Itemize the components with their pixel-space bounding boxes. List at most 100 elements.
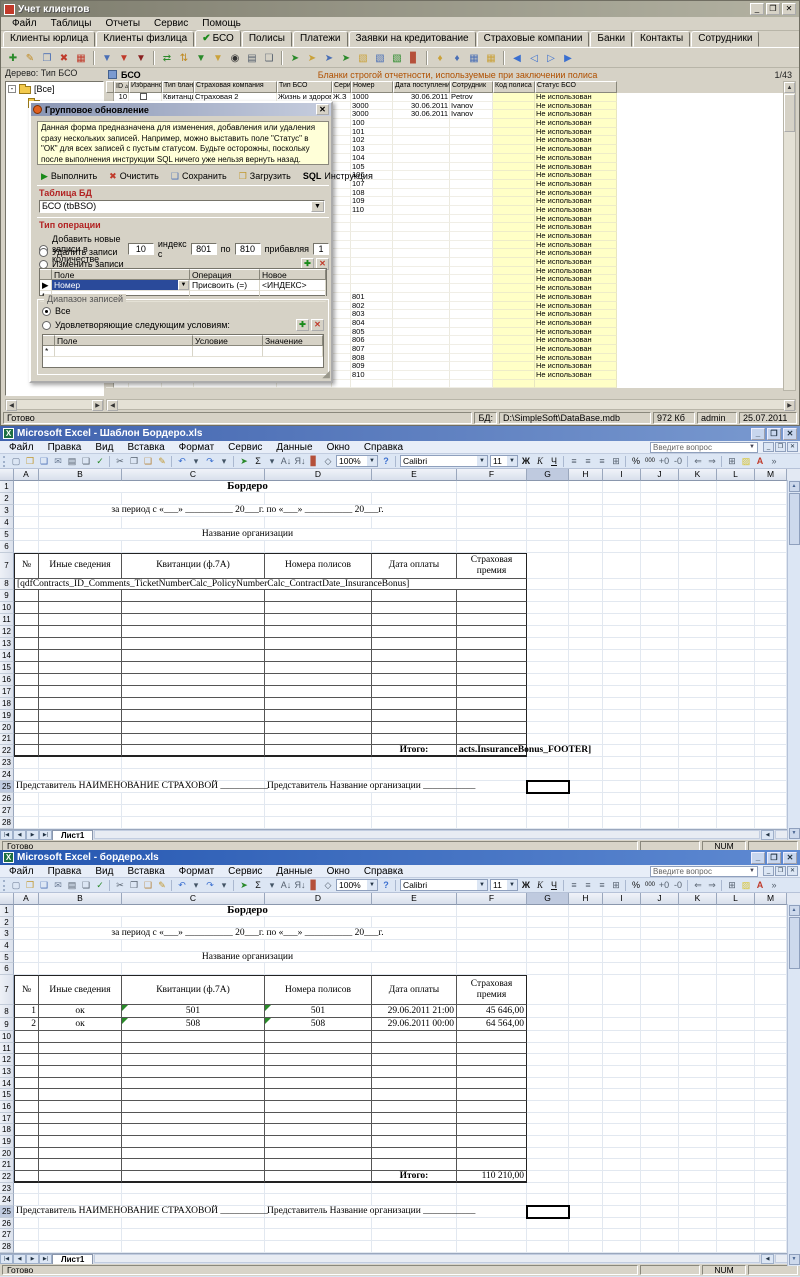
align-right-icon[interactable]: ≡ bbox=[599, 455, 605, 466]
row-header-10[interactable]: 10 bbox=[0, 1031, 14, 1043]
cell-K23[interactable] bbox=[679, 1182, 717, 1195]
cell-G11[interactable] bbox=[527, 1042, 569, 1055]
cell-E13[interactable] bbox=[372, 1066, 457, 1078]
cell-L6[interactable] bbox=[717, 540, 755, 553]
scroll-down-icon[interactable]: ▼ bbox=[788, 828, 800, 839]
resize-grip[interactable]: ◢ bbox=[322, 369, 330, 380]
cell-D28[interactable] bbox=[265, 816, 372, 829]
spelling-icon[interactable]: ✓ bbox=[96, 455, 104, 466]
cell-J25[interactable] bbox=[641, 1206, 679, 1218]
form-view-icon[interactable]: ▦ bbox=[486, 52, 496, 64]
cell-A22[interactable] bbox=[14, 745, 39, 758]
dropdown-arrow-icon[interactable]: ▼ bbox=[311, 201, 324, 212]
cell-B5[interactable]: Название организации bbox=[39, 528, 457, 541]
cell-B24[interactable] bbox=[39, 769, 122, 782]
cell-M5[interactable] bbox=[755, 528, 787, 541]
cell-K21[interactable] bbox=[679, 1159, 717, 1172]
cell-E2[interactable] bbox=[372, 492, 457, 505]
cell-M21[interactable] bbox=[755, 1159, 787, 1172]
cell-J18[interactable] bbox=[641, 697, 679, 710]
cell-J11[interactable] bbox=[641, 614, 679, 627]
restore-button[interactable]: ❐ bbox=[767, 851, 781, 864]
row-header-15[interactable]: 15 bbox=[0, 1089, 14, 1102]
cell-F25[interactable] bbox=[457, 781, 527, 794]
cell-C20[interactable] bbox=[122, 1147, 265, 1160]
decrease-indent-icon[interactable]: ⇐ bbox=[694, 455, 702, 466]
row-header-27[interactable]: 27 bbox=[0, 805, 14, 817]
cell-G13[interactable] bbox=[527, 1066, 569, 1078]
cell-L13[interactable] bbox=[717, 1066, 755, 1078]
cell-D6[interactable] bbox=[265, 540, 372, 553]
cell-D6[interactable] bbox=[265, 963, 372, 976]
cell-B8[interactable]: ок bbox=[39, 1005, 122, 1019]
cell-L16[interactable] bbox=[717, 673, 755, 686]
row-header-3[interactable]: 3 bbox=[0, 504, 14, 517]
dropdown-arrow-icon[interactable]: ▼ bbox=[507, 456, 517, 466]
cell-M25[interactable] bbox=[755, 1206, 787, 1218]
cell-B15[interactable] bbox=[39, 661, 122, 674]
scroll-down-icon[interactable]: ▼ bbox=[788, 1254, 800, 1265]
cell-K26[interactable] bbox=[679, 793, 717, 806]
cell-F28[interactable] bbox=[457, 816, 527, 829]
delete-record-icon[interactable]: ✖ bbox=[59, 52, 69, 64]
menu-item-6[interactable]: Данные bbox=[276, 441, 313, 453]
tab-next-icon[interactable]: ▶ bbox=[26, 1253, 39, 1264]
row-header-22[interactable]: 22 bbox=[0, 745, 14, 758]
cell-C13[interactable] bbox=[122, 638, 265, 651]
row-header-20[interactable]: 20 bbox=[0, 721, 14, 734]
menu-item-4[interactable]: Формат bbox=[178, 441, 215, 453]
cell-G21[interactable] bbox=[527, 1159, 569, 1172]
row-header-13[interactable]: 13 bbox=[0, 1066, 14, 1078]
cell-K2[interactable] bbox=[679, 492, 717, 505]
menu-item-3[interactable]: Вставка bbox=[127, 441, 165, 453]
cell-L7[interactable] bbox=[717, 975, 755, 1006]
cell-H27[interactable] bbox=[569, 805, 603, 817]
cell-F1[interactable] bbox=[457, 481, 527, 493]
save-icon[interactable]: ❑ bbox=[39, 879, 49, 890]
scroll-thumb[interactable] bbox=[788, 917, 800, 969]
table-row[interactable] bbox=[106, 379, 796, 389]
cell-M14[interactable] bbox=[755, 650, 787, 662]
cell-L5[interactable] bbox=[717, 528, 755, 541]
cell-H25[interactable] bbox=[569, 1206, 603, 1218]
close-button[interactable]: ✕ bbox=[783, 851, 797, 864]
row-header-9[interactable]: 9 bbox=[0, 590, 14, 603]
cell-F21[interactable] bbox=[457, 733, 527, 746]
cell-K15[interactable] bbox=[679, 661, 717, 674]
cell-A15[interactable] bbox=[14, 1089, 39, 1102]
cell-C10[interactable] bbox=[122, 602, 265, 615]
cell-M1[interactable] bbox=[755, 481, 787, 493]
column-header-E[interactable]: E bbox=[372, 469, 457, 481]
step-field[interactable]: 1 bbox=[313, 243, 329, 255]
cell-K5[interactable] bbox=[679, 528, 717, 541]
cell-G19[interactable] bbox=[527, 1136, 569, 1148]
font-select[interactable]: Calibri ▼ bbox=[400, 879, 488, 891]
cell-F14[interactable] bbox=[457, 1077, 527, 1090]
grid-row[interactable]: ▶ Номер ▼ Присвоить (=) <ИНДЕКС> bbox=[40, 280, 326, 291]
cell-I15[interactable] bbox=[603, 661, 641, 674]
cell-I6[interactable] bbox=[603, 963, 641, 976]
cell-K3[interactable] bbox=[679, 928, 717, 941]
cell-A3[interactable] bbox=[14, 928, 39, 941]
cell-C24[interactable] bbox=[122, 1194, 265, 1207]
cell-M11[interactable] bbox=[755, 1042, 787, 1055]
cell-I5[interactable] bbox=[603, 528, 641, 541]
cell-J11[interactable] bbox=[641, 1042, 679, 1055]
cell-G25[interactable] bbox=[526, 1205, 570, 1219]
cell-D23[interactable] bbox=[265, 1182, 372, 1195]
cell-I22[interactable] bbox=[603, 1171, 641, 1183]
cell-E15[interactable] bbox=[372, 1089, 457, 1102]
tree-expand-icon[interactable]: - bbox=[8, 85, 16, 93]
cell-E17[interactable] bbox=[372, 1112, 457, 1125]
cell-I24[interactable] bbox=[603, 769, 641, 782]
cell-J14[interactable] bbox=[641, 1077, 679, 1090]
cell-K12[interactable] bbox=[679, 1054, 717, 1067]
column-header-H[interactable]: H bbox=[569, 469, 603, 481]
cell-M17[interactable] bbox=[755, 1112, 787, 1125]
cell-B9[interactable] bbox=[39, 590, 122, 603]
cell-H8[interactable] bbox=[569, 578, 603, 591]
cell-H10[interactable] bbox=[569, 602, 603, 615]
cell-F11[interactable] bbox=[457, 614, 527, 627]
cell-G4[interactable] bbox=[527, 516, 569, 529]
cell-M22[interactable] bbox=[755, 745, 787, 758]
